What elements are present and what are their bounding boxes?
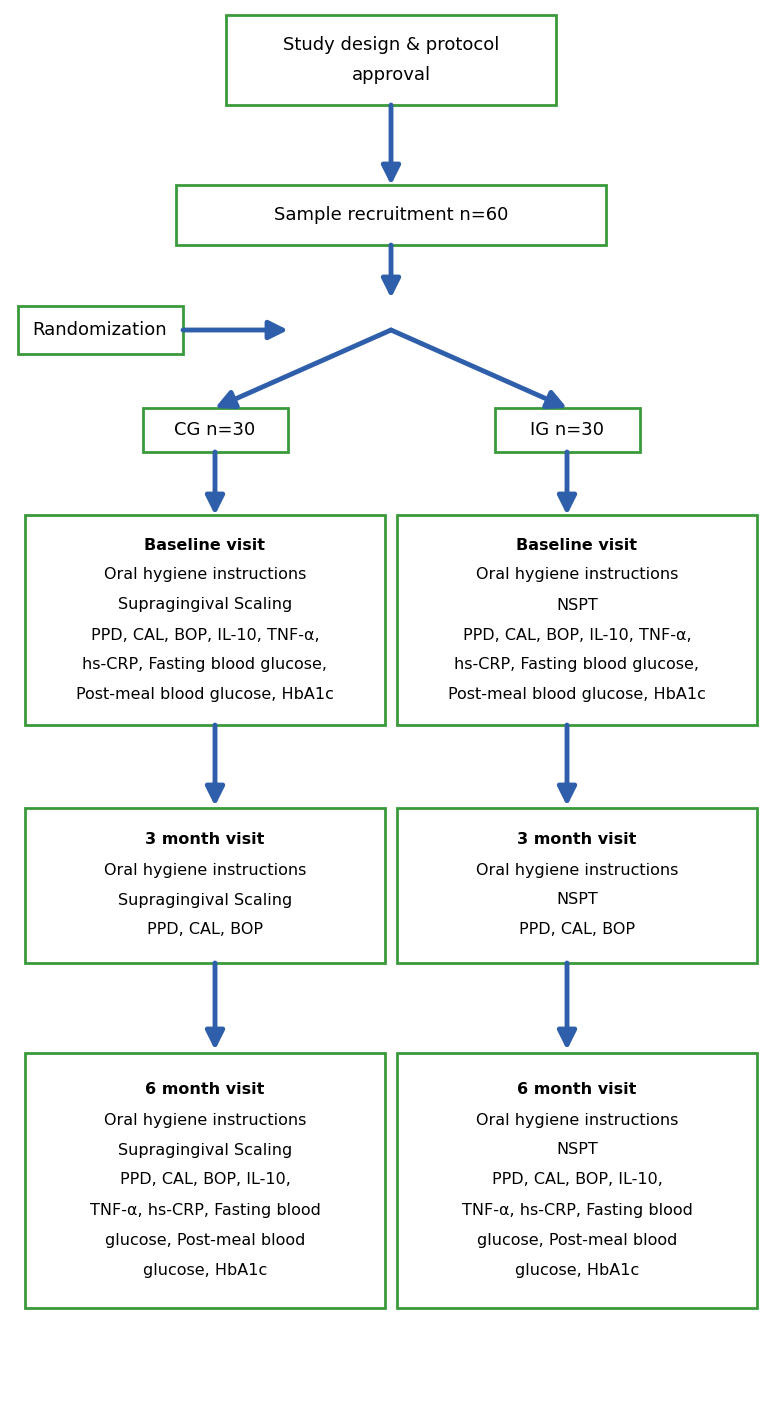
Text: NSPT: NSPT — [556, 597, 598, 613]
Text: Oral hygiene instructions: Oral hygiene instructions — [475, 568, 678, 582]
FancyBboxPatch shape — [176, 185, 606, 245]
Text: TNF-α, hs-CRP, Fasting blood: TNF-α, hs-CRP, Fasting blood — [90, 1202, 321, 1218]
Text: glucose, HbA1c: glucose, HbA1c — [143, 1262, 267, 1278]
Text: CG n=30: CG n=30 — [174, 421, 256, 439]
FancyBboxPatch shape — [17, 307, 182, 354]
Text: Supragingival Scaling: Supragingival Scaling — [118, 597, 292, 613]
Text: hs-CRP, Fasting blood glucose,: hs-CRP, Fasting blood glucose, — [454, 657, 700, 673]
Text: glucose, Post-meal blood: glucose, Post-meal blood — [477, 1232, 677, 1248]
Text: Baseline visit: Baseline visit — [516, 538, 637, 552]
Text: approval: approval — [351, 66, 431, 84]
Text: Post-meal blood glucose, HbA1c: Post-meal blood glucose, HbA1c — [448, 687, 706, 703]
FancyBboxPatch shape — [25, 807, 385, 963]
Text: 3 month visit: 3 month visit — [518, 833, 637, 847]
Text: Oral hygiene instructions: Oral hygiene instructions — [475, 1112, 678, 1128]
FancyBboxPatch shape — [397, 807, 757, 963]
Text: Oral hygiene instructions: Oral hygiene instructions — [104, 568, 307, 582]
Text: Sample recruitment n=60: Sample recruitment n=60 — [274, 205, 508, 224]
Text: hs-CRP, Fasting blood glucose,: hs-CRP, Fasting blood glucose, — [82, 657, 328, 673]
Text: Study design & protocol: Study design & protocol — [283, 36, 499, 54]
Text: Post-meal blood glucose, HbA1c: Post-meal blood glucose, HbA1c — [76, 687, 334, 703]
Text: IG n=30: IG n=30 — [530, 421, 604, 439]
Text: 6 month visit: 6 month visit — [145, 1082, 264, 1098]
FancyBboxPatch shape — [397, 1052, 757, 1308]
Text: NSPT: NSPT — [556, 893, 598, 907]
Text: PPD, CAL, BOP, IL-10, TNF-α,: PPD, CAL, BOP, IL-10, TNF-α, — [463, 627, 691, 643]
Text: Oral hygiene instructions: Oral hygiene instructions — [104, 863, 307, 877]
Text: PPD, CAL, BOP: PPD, CAL, BOP — [519, 923, 635, 937]
Text: NSPT: NSPT — [556, 1142, 598, 1158]
FancyBboxPatch shape — [25, 515, 385, 724]
FancyBboxPatch shape — [25, 1052, 385, 1308]
Text: 6 month visit: 6 month visit — [518, 1082, 637, 1098]
FancyBboxPatch shape — [397, 515, 757, 724]
Text: 3 month visit: 3 month visit — [145, 833, 264, 847]
Text: glucose, HbA1c: glucose, HbA1c — [515, 1262, 639, 1278]
Text: PPD, CAL, BOP, IL-10,: PPD, CAL, BOP, IL-10, — [492, 1172, 662, 1188]
FancyBboxPatch shape — [226, 16, 556, 106]
Text: PPD, CAL, BOP, IL-10,: PPD, CAL, BOP, IL-10, — [120, 1172, 290, 1188]
FancyBboxPatch shape — [494, 408, 640, 452]
Text: glucose, Post-meal blood: glucose, Post-meal blood — [105, 1232, 305, 1248]
Text: Supragingival Scaling: Supragingival Scaling — [118, 893, 292, 907]
Text: TNF-α, hs-CRP, Fasting blood: TNF-α, hs-CRP, Fasting blood — [461, 1202, 692, 1218]
Text: Oral hygiene instructions: Oral hygiene instructions — [104, 1112, 307, 1128]
Text: Randomization: Randomization — [33, 321, 167, 339]
Text: Baseline visit: Baseline visit — [145, 538, 266, 552]
Text: PPD, CAL, BOP, IL-10, TNF-α,: PPD, CAL, BOP, IL-10, TNF-α, — [91, 627, 319, 643]
Text: Supragingival Scaling: Supragingival Scaling — [118, 1142, 292, 1158]
FancyBboxPatch shape — [142, 408, 288, 452]
Text: Oral hygiene instructions: Oral hygiene instructions — [475, 863, 678, 877]
Text: PPD, CAL, BOP: PPD, CAL, BOP — [147, 923, 263, 937]
